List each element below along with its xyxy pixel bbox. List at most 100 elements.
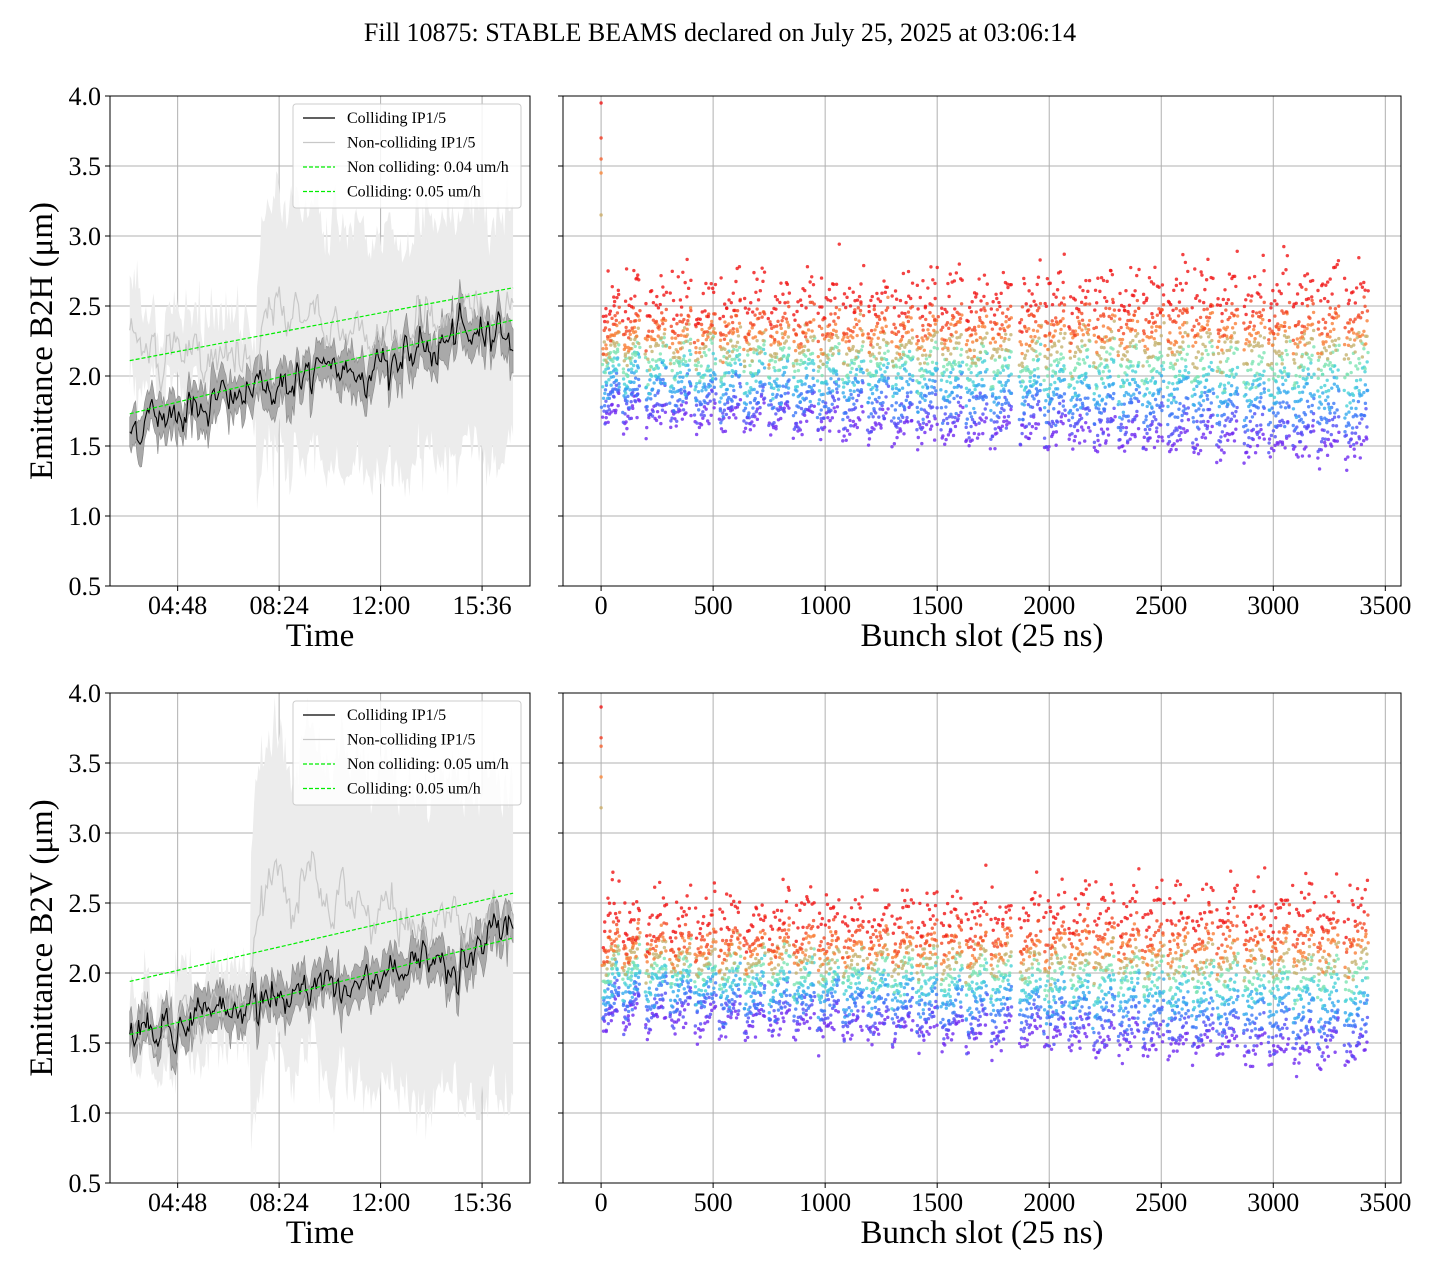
bunch-point [1161,313,1165,318]
bunch-point [1028,379,1032,384]
bunch-point [799,358,803,363]
bunch-point [836,315,841,320]
bunch-point [626,368,631,372]
bunch-point [1120,1061,1125,1066]
bunch-point [1333,411,1337,415]
bunch-point [852,402,856,406]
bunch-point [1242,441,1247,446]
bunch-point [1204,348,1208,353]
bunch-point [812,334,816,338]
bunch-point [959,332,963,337]
bunch-point [1072,439,1077,443]
bunch-point [657,324,662,328]
bunch-point [793,410,798,415]
bunch-point [898,355,903,360]
bunch-point [1181,347,1185,352]
bunch-point [1206,335,1211,339]
bunch-point [614,1008,618,1013]
bunch-point [879,390,884,395]
bunch-point [1203,436,1208,440]
bunch-point [955,394,959,398]
bunch-point [1362,295,1366,299]
bunch-point [1119,428,1123,433]
bunch-point [1017,375,1021,379]
bunch-point [825,364,829,369]
bunch-point [992,400,996,404]
bunch-point [1365,425,1369,429]
bunch-point [1242,394,1247,398]
bunch-point [843,426,847,430]
bunch-point [904,369,908,373]
bunch-point [693,1031,697,1035]
bunch-point [1024,302,1028,306]
bunch-point [927,419,931,424]
bunch-point [834,1008,838,1013]
bunch-point [1293,361,1297,365]
bunch-point [1269,446,1274,451]
bunch-point [809,335,813,339]
bunch-point [1306,297,1311,301]
bunch-point [945,399,950,403]
bunch-point [786,386,791,390]
bunch-point [1211,387,1215,391]
bunch-point [605,364,609,368]
bunch-point [1296,322,1300,327]
bunch-point [731,291,735,295]
bunch-point [633,330,638,334]
bunch-point [1099,314,1103,318]
bunch-point [827,406,831,411]
bunch-point [954,341,959,345]
bunch-point [1300,330,1304,335]
bunch-point [890,330,894,334]
bunch-point [1155,1032,1160,1036]
bunch-point [882,376,887,380]
bunch-point [1161,293,1166,297]
bunch-point [781,336,785,340]
bunch-point [745,394,749,398]
bunch-point [772,386,776,391]
x-axis-label: Time [286,618,354,654]
bunch-point [940,1050,944,1054]
bunch-point [922,377,927,381]
bunch-point [1007,355,1012,359]
bunch-point [787,1008,791,1012]
bunch-point [1348,360,1352,365]
bunch-point [848,1037,853,1041]
bunch-point [677,341,681,345]
bunch-point [1276,391,1280,395]
bunch-point [759,350,763,354]
bunch-point [1326,437,1331,442]
bunch-point [1281,400,1285,404]
noncolliding-band [129,696,514,1151]
bunch-point [812,318,816,322]
bunch-point [1101,324,1106,328]
bunch-point [1038,408,1043,412]
bunch-point [1223,1044,1228,1049]
bunch-point [989,307,994,311]
bunch-point [1224,399,1228,403]
bunch-point [1177,407,1181,411]
bunch-point [896,416,901,420]
bunch-point [834,372,839,377]
bunch-point [1351,290,1355,294]
bunch-point [1347,410,1351,414]
bunch-point [633,344,637,349]
bunch-point [923,430,927,435]
bunch-point [748,401,753,405]
bunch-point [725,400,730,405]
bunch-point [834,379,839,384]
bunch-point [723,429,728,433]
bunch-point [1273,435,1277,439]
bunch-point [793,425,798,429]
bunch-point [933,366,938,371]
bunch-point [1293,381,1297,385]
bunch-point [869,343,873,347]
bunch-point [908,296,913,301]
bunch-point [1234,284,1238,289]
bunch-point [1123,354,1127,358]
bunch-point [749,422,753,426]
bunch-point [855,398,859,403]
bunch-point [628,359,633,363]
bunch-point [726,1014,730,1019]
